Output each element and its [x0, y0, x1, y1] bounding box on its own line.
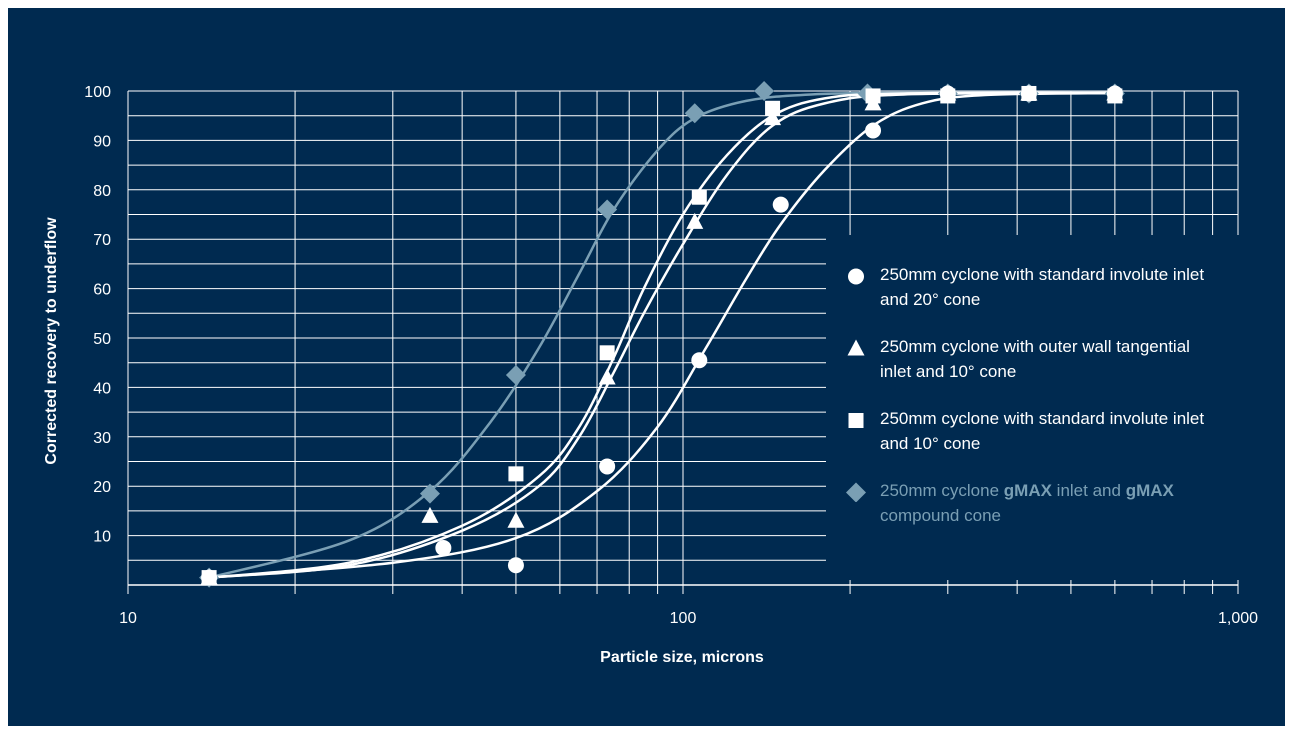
fit-curve-circle [209, 91, 1115, 579]
y-tick-label: 10 [93, 529, 111, 546]
fit-curve-triangle [208, 91, 1115, 579]
y-tick-label: 40 [93, 380, 111, 397]
legend-label-text: 250mm cyclone with standard involute inl… [880, 409, 1205, 453]
y-tick-label: 100 [84, 84, 111, 101]
data-point-triangle [598, 368, 616, 385]
legend-symbol-diamond [846, 482, 866, 502]
data-point-square [940, 88, 956, 104]
y-tick-label: 30 [93, 430, 111, 447]
legend: 250mm cyclone with standard involute inl… [838, 262, 1238, 550]
legend-label: 250mm cyclone gMAX inlet and gMAX compou… [880, 478, 1210, 528]
y-tick-label: 60 [93, 282, 111, 299]
data-point-square [1021, 85, 1037, 101]
data-point-circle [507, 557, 524, 574]
legend-marker-diamond [846, 482, 866, 502]
data-point-square [599, 345, 615, 361]
legend-item: 250mm cyclone with standard involute inl… [838, 262, 1238, 334]
data-point-circle [435, 539, 452, 556]
axis-ticks: 10 100 1,000 10 20 30 40 50 60 70 80 90 100 [84, 84, 1258, 627]
legend-label: 250mm cyclone with standard involute inl… [880, 406, 1210, 456]
legend-label-text: 250mm cyclone with standard involute inl… [880, 265, 1205, 309]
x-tick-label: 100 [670, 610, 697, 627]
legend-background [826, 235, 1246, 580]
data-point-diamond [684, 103, 705, 124]
legend-item: 250mm cyclone with standard involute inl… [838, 406, 1238, 478]
y-tick-label: 80 [93, 183, 111, 200]
legend-label-text: 250mm cyclone with outer wall tangential… [880, 337, 1190, 381]
legend-symbol-circle [848, 268, 864, 285]
data-point-triangle [764, 109, 782, 126]
y-axis-title: Corrected recovery to underflow [43, 217, 60, 465]
data-point-triangle [686, 212, 704, 229]
data-point-diamond [597, 199, 618, 220]
legend-symbol-triangle [847, 339, 865, 356]
fit-curve-square [208, 91, 1115, 579]
legend-marker-circle [848, 268, 864, 285]
y-tick-label: 20 [93, 479, 111, 496]
legend-label: 250mm cyclone with standard involute inl… [880, 262, 1210, 312]
legend-item: 250mm cyclone gMAX inlet and gMAX compou… [838, 478, 1238, 550]
data-point-circle [691, 352, 708, 369]
legend-marker-triangle [847, 339, 865, 356]
data-point-triangle [507, 511, 525, 528]
data-point-circle [772, 196, 789, 213]
data-point-diamond [505, 365, 526, 386]
data-point-square [691, 189, 707, 205]
data-markers [199, 81, 1125, 588]
legend-label: 250mm cyclone with outer wall tangential… [880, 334, 1210, 384]
y-tick-label: 90 [93, 133, 111, 150]
legend-label-text: compound cone [880, 506, 1001, 525]
x-tick-label: 1,000 [1218, 610, 1258, 627]
legend-item: 250mm cyclone with outer wall tangential… [838, 334, 1238, 406]
legend-symbol-square [848, 413, 864, 428]
legend-label-bold: gMAX [1003, 481, 1052, 500]
x-axis-title: Particle size, microns [600, 649, 764, 666]
data-point-square [201, 570, 217, 586]
legend-marker-square [848, 413, 864, 428]
y-tick-label: 50 [93, 331, 111, 348]
y-tick-label: 70 [93, 232, 111, 249]
data-point-square [865, 88, 881, 104]
data-point-diamond [754, 81, 775, 101]
legend-label-text: inlet and [1051, 481, 1126, 500]
legend-label-bold: gMAX [1125, 481, 1174, 500]
data-point-diamond [419, 483, 440, 504]
data-point-circle [865, 122, 882, 139]
data-point-triangle [421, 506, 439, 523]
data-point-square [508, 466, 524, 482]
legend-label-text: 250mm cyclone [880, 481, 1004, 500]
x-tick-label: 10 [119, 610, 137, 627]
data-point-square [765, 100, 781, 116]
data-point-circle [599, 458, 616, 475]
data-point-square [1107, 88, 1123, 104]
